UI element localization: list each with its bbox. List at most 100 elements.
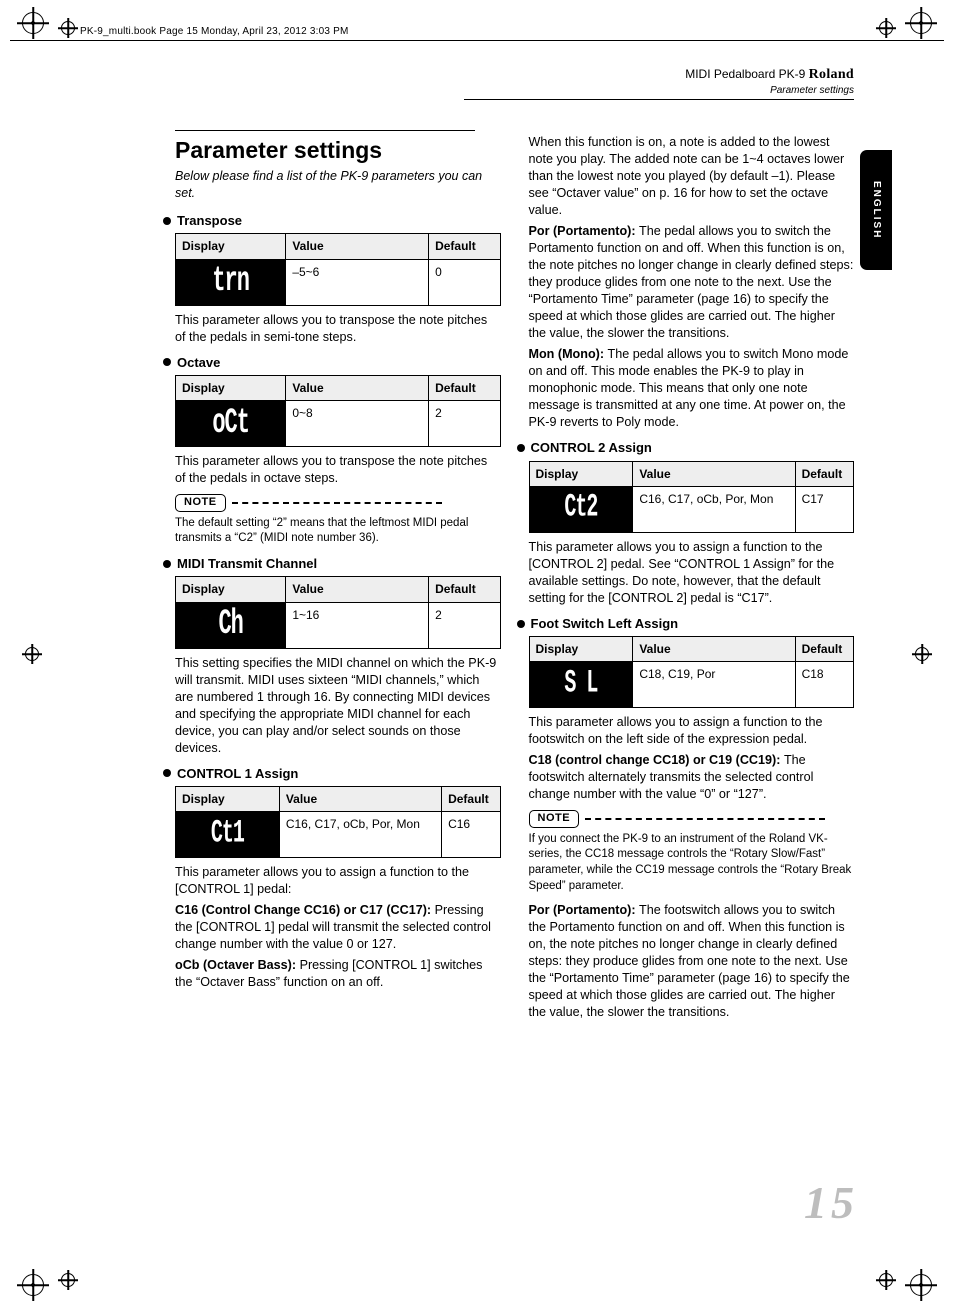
bullet-icon	[517, 444, 525, 452]
th-value: Value	[633, 461, 795, 486]
default-cell: C18	[795, 662, 853, 708]
note-rule	[232, 502, 442, 504]
th-display: Display	[176, 376, 286, 401]
section-octave: Octave Display Value Default oCt 0~8 2	[175, 354, 501, 547]
section-transpose: Transpose Display Value Default trn –5~6…	[175, 212, 501, 346]
th-display: Display	[529, 637, 633, 662]
print-header: PK-9_multi.book Page 15 Monday, April 23…	[80, 25, 859, 39]
value-cell: 0~8	[286, 401, 429, 447]
column-left: Parameter settings Below please find a l…	[175, 130, 501, 1248]
running-head: MIDI Pedalboard PK-9 Roland Parameter se…	[464, 66, 854, 100]
mon-para: Mon (Mono): The pedal allows you to swit…	[529, 346, 855, 431]
th-default: Default	[795, 637, 853, 662]
seg-display: oCt	[212, 400, 249, 448]
param-table: Display Value Default trn –5~6 0	[175, 233, 501, 305]
page-number-d1: 1	[804, 1180, 827, 1226]
default-cell: 2	[429, 602, 500, 648]
th-display: Display	[176, 234, 286, 259]
column-right: When this function is on, a note is adde…	[529, 130, 855, 1248]
default-cell: C16	[442, 812, 500, 858]
language-tab-label: ENGLISH	[869, 181, 883, 239]
th-display: Display	[529, 461, 633, 486]
cross-mark-icon	[58, 18, 78, 38]
section-desc: This parameter allows you to transpose t…	[175, 453, 501, 487]
section-heading: CONTROL 2 Assign	[531, 439, 652, 457]
default-cell: 0	[429, 259, 500, 305]
value-cell: C18, C19, Por	[633, 662, 795, 708]
running-brand: Roland	[809, 67, 854, 82]
note-badge: NOTE	[175, 494, 226, 512]
param-table: Display Value Default Ch 1~16 2	[175, 576, 501, 648]
fsl-por-para: Por (Portamento): The footswitch allows …	[529, 902, 855, 1021]
section-desc: This parameter allows you to assign a fu…	[529, 714, 855, 748]
reg-mark-icon	[910, 12, 932, 34]
bullet-icon	[163, 560, 171, 568]
display-cell: S L	[529, 662, 633, 708]
por-title: Por (Portamento):	[529, 224, 640, 238]
seg-display: S L	[564, 663, 597, 708]
th-value: Value	[633, 637, 795, 662]
print-header-rule	[10, 40, 944, 41]
page: PK-9_multi.book Page 15 Monday, April 23…	[0, 0, 954, 1308]
cross-mark-icon	[912, 644, 932, 664]
page-number-d2: 5	[831, 1180, 854, 1226]
page-number: 1 5	[804, 1180, 854, 1226]
th-display: Display	[176, 787, 280, 812]
section-control1: CONTROL 1 Assign Display Value Default C…	[175, 765, 501, 992]
c18-title: C18 (control change CC18) or C19 (CC19):	[529, 753, 784, 767]
section-desc: This parameter allows you to assign a fu…	[529, 539, 855, 607]
note-block: NOTE	[175, 493, 501, 511]
c16-para: C16 (Control Change CC16) or C17 (CC17):…	[175, 902, 501, 953]
mon-title: Mon (Mono):	[529, 347, 608, 361]
display-cell: Ch	[176, 602, 286, 648]
language-tab: ENGLISH	[860, 150, 892, 270]
section-desc: This parameter allows you to assign a fu…	[175, 864, 501, 898]
note-text: The default setting “2” means that the l…	[175, 516, 501, 547]
running-rule	[464, 99, 854, 100]
c16-title: C16 (Control Change CC16) or C17 (CC17):	[175, 903, 435, 917]
title-rule	[175, 130, 475, 131]
bullet-icon	[517, 620, 525, 628]
reg-mark-icon	[22, 1274, 44, 1296]
section-midi-channel: MIDI Transmit Channel Display Value Defa…	[175, 555, 501, 757]
seg-display: Ct2	[564, 487, 597, 532]
th-value: Value	[279, 787, 441, 812]
th-display: Display	[176, 577, 286, 602]
bullet-icon	[163, 769, 171, 777]
value-cell: 1~16	[286, 602, 429, 648]
por-body: The pedal allows you to switch the Porta…	[529, 224, 854, 340]
content-area: MIDI Pedalboard PK-9 Roland Parameter se…	[175, 66, 854, 1248]
octaver-carry: When this function is on, a note is adde…	[529, 134, 855, 219]
cross-mark-icon	[876, 18, 896, 38]
display-cell: oCt	[176, 401, 286, 447]
reg-mark-icon	[22, 12, 44, 34]
param-table: Display Value Default Ct1 C16, C17, oCb,…	[175, 786, 501, 858]
section-heading: MIDI Transmit Channel	[177, 555, 317, 573]
fsl-por-title: Por (Portamento):	[529, 903, 640, 917]
value-cell: C16, C17, oCb, Por, Mon	[279, 812, 441, 858]
default-cell: 2	[429, 401, 500, 447]
param-table: Display Value Default S L C18, C19, Por …	[529, 636, 855, 708]
value-cell: –5~6	[286, 259, 429, 305]
fsl-por-body: The footswitch allows you to switch the …	[529, 903, 850, 1019]
seg-display: Ct1	[211, 812, 244, 857]
default-cell: C17	[795, 486, 853, 532]
running-product: MIDI Pedalboard PK-9	[685, 67, 805, 81]
note-block: NOTE	[529, 809, 855, 827]
display-cell: Ct2	[529, 486, 633, 532]
bullet-icon	[163, 358, 171, 366]
section-desc: This parameter allows you to transpose t…	[175, 312, 501, 346]
th-default: Default	[429, 577, 500, 602]
ocb-para: oCb (Octaver Bass): Pressing [CONTROL 1]…	[175, 957, 501, 991]
por-para: Por (Portamento): The pedal allows you t…	[529, 223, 855, 342]
page-title: Parameter settings	[175, 135, 501, 166]
ocb-title: oCb (Octaver Bass):	[175, 958, 300, 972]
c18-para: C18 (control change CC18) or C19 (CC19):…	[529, 752, 855, 803]
th-value: Value	[286, 234, 429, 259]
section-control2: CONTROL 2 Assign Display Value Default C…	[529, 439, 855, 607]
intro-text: Below please find a list of the PK-9 par…	[175, 168, 501, 202]
section-heading: Octave	[177, 354, 220, 372]
display-cell: Ct1	[176, 812, 280, 858]
th-default: Default	[429, 376, 500, 401]
value-cell: C16, C17, oCb, Por, Mon	[633, 486, 795, 532]
